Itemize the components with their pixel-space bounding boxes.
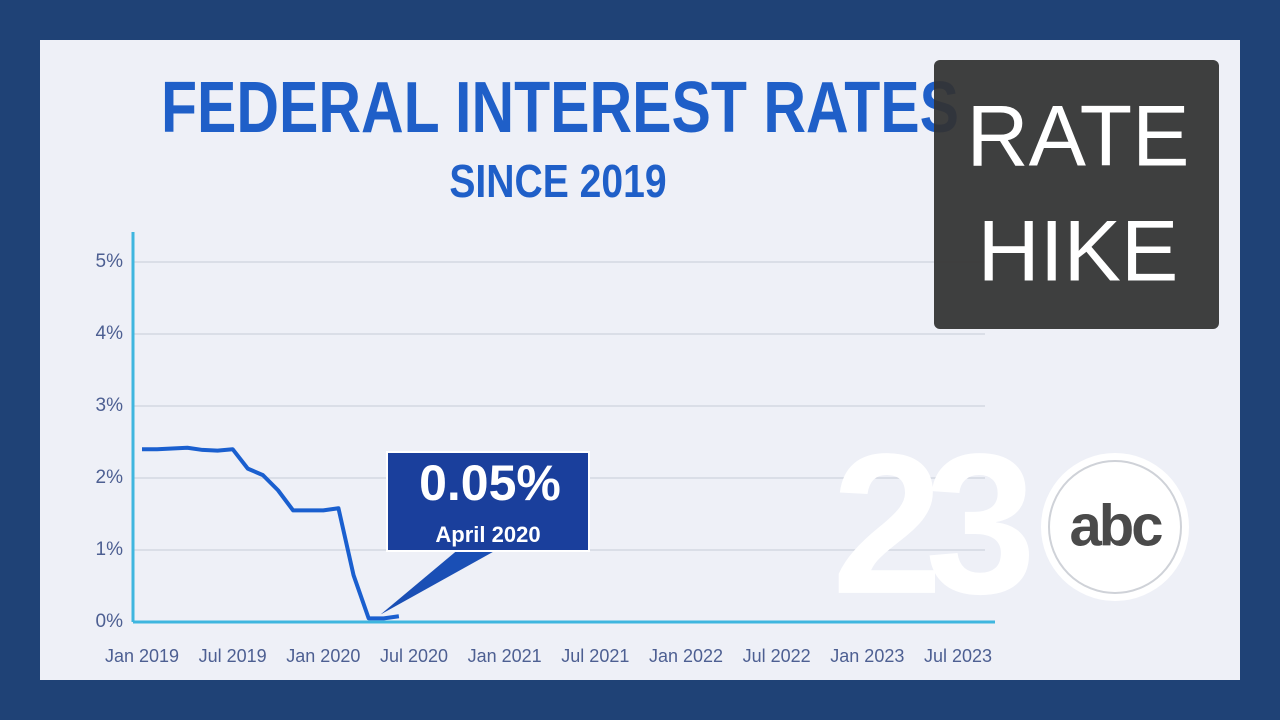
chart-subtitle: SINCE 2019: [449, 156, 666, 208]
logo-ring: [1048, 460, 1182, 594]
y-tick-label: 5%: [96, 251, 124, 272]
plot: 0% 1% 2% 3% 4% 5% Jan 2019 Jul 2019 Jan 2020 Jul …: [96, 232, 995, 666]
logo-number: 23: [832, 413, 1029, 636]
logo-network: abc: [1070, 493, 1163, 558]
x-tick-label: Jan 2020: [286, 646, 360, 666]
overlays: RATE HIKE 23 abc: [832, 60, 1219, 636]
y-tick-label: 4%: [96, 323, 124, 344]
callout-pointer: [380, 548, 500, 615]
x-tick-label: Jul 2023: [924, 646, 992, 666]
overlay-text: RATE: [967, 89, 1190, 185]
y-tick-label: 3%: [96, 395, 124, 416]
x-tick-label: Jan 2021: [468, 646, 542, 666]
x-tick-label: Jan 2023: [830, 646, 904, 666]
overlay-box: [934, 60, 1219, 329]
y-tick-label: 0%: [96, 611, 124, 632]
x-tick-label: Jan 2019: [105, 646, 179, 666]
annotation-box: [386, 451, 590, 552]
annotation-label: April 2020: [435, 522, 540, 547]
annotation-value: 0.05%: [419, 455, 561, 511]
y-tick-label: 1%: [96, 539, 124, 560]
overlay-text: HIKE: [978, 204, 1179, 300]
x-tick-label: Jul 2022: [743, 646, 811, 666]
x-tick-label: Jul 2019: [199, 646, 267, 666]
x-tick-label: Jan 2022: [649, 646, 723, 666]
y-tick-label: 2%: [96, 467, 124, 488]
x-tick-label: Jul 2021: [561, 646, 629, 666]
x-tick-label: Jul 2020: [380, 646, 448, 666]
chart-title: FEDERAL INTEREST RATES: [161, 66, 959, 147]
line-series: [142, 445, 400, 621]
